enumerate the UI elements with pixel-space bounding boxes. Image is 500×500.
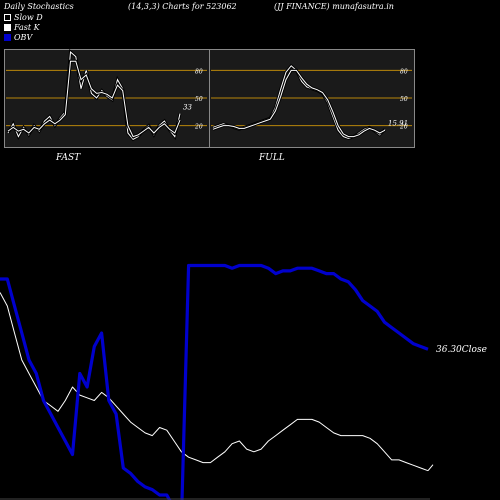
fast-panel-title: FAST <box>55 153 81 163</box>
close-label-leader <box>427 464 434 472</box>
legend-obv-label: OBV <box>14 33 33 42</box>
full-level-label: 80 <box>400 68 408 75</box>
full-level-label: 50 <box>400 96 408 103</box>
fast-k-swatch-icon <box>4 24 11 31</box>
fast-level-label: 50 <box>195 96 203 103</box>
slow-d-swatch-icon <box>4 14 11 21</box>
legend-obv: OBV <box>4 33 32 42</box>
legend-fast-k: Fast K <box>4 23 40 32</box>
obv-price-chart: 36.30Close <box>0 263 487 500</box>
fast-level-label: 80 <box>195 68 203 75</box>
full-level-label: 20 <box>399 124 408 131</box>
close-price-line <box>0 292 429 472</box>
full-series-d-line <box>212 69 386 138</box>
chart-title-left: Daily Stochastics <box>4 2 74 11</box>
obv-line <box>0 263 429 500</box>
obv-swatch-icon <box>4 34 11 41</box>
full-last-value-label: 15.91 <box>388 119 408 127</box>
fast-level-label: 20 <box>194 124 203 131</box>
legend-fast-k-label: Fast K <box>14 23 40 32</box>
fast-series-d-line <box>7 60 181 138</box>
legend-slow-d-label: Slow D <box>14 13 43 22</box>
legend-slow-d: Slow D <box>4 13 43 22</box>
close-price-label: 36.30Close <box>436 345 487 355</box>
full-stochastic-chart: 20 50 80 15.91 FULL <box>209 49 415 163</box>
full-panel-title: FULL <box>258 153 285 163</box>
chart-title-right: (JJ FINANCE) munafasutra.in <box>274 2 394 11</box>
chart-title-center: (14,3,3) Charts for 523062 <box>128 2 237 11</box>
fast-stochastic-chart: 20 50 80 33 FAST <box>4 49 210 163</box>
fast-last-value-label: 33 <box>183 104 192 112</box>
